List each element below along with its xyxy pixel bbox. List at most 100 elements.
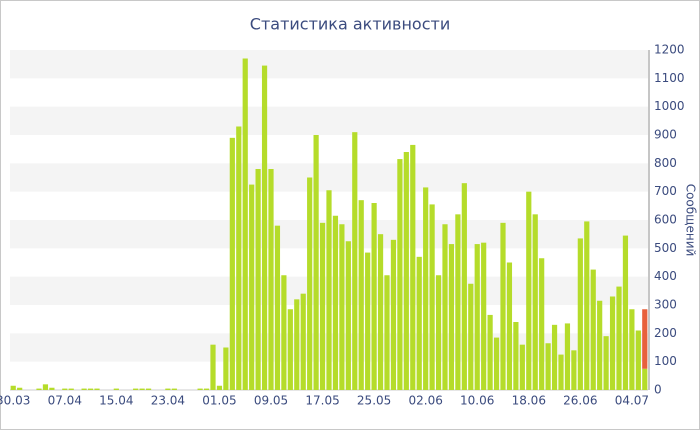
bar — [210, 344, 216, 390]
bar — [319, 222, 326, 390]
bar — [461, 183, 467, 390]
bar — [442, 224, 448, 390]
bar — [17, 387, 23, 390]
bar — [642, 368, 648, 390]
bar — [642, 309, 648, 369]
bar — [62, 388, 68, 390]
bar — [539, 258, 545, 390]
bar — [326, 190, 332, 390]
x-tick-label: 30.03 — [0, 394, 30, 408]
bar — [609, 296, 616, 390]
bar — [384, 275, 390, 390]
chart-title: Статистика активности — [250, 15, 450, 34]
bar — [287, 309, 293, 390]
bar — [133, 388, 139, 390]
y-tick-label: 900 — [654, 128, 677, 142]
bar — [236, 126, 242, 390]
bar — [281, 275, 287, 390]
bar — [448, 244, 455, 390]
bar — [294, 299, 300, 390]
bar — [261, 65, 268, 390]
x-tick-label: 26.06 — [563, 394, 597, 408]
bar — [255, 169, 261, 390]
bar — [345, 241, 351, 390]
bar — [474, 244, 480, 390]
bar — [410, 144, 416, 390]
bar — [590, 269, 596, 390]
bar — [36, 388, 42, 390]
bar — [145, 388, 152, 390]
x-tick-label: 01.05 — [202, 394, 236, 408]
bar — [203, 388, 210, 390]
bar — [435, 275, 442, 390]
x-tick-label: 15.04 — [99, 394, 133, 408]
bar — [171, 388, 177, 390]
y-tick-label: 1100 — [654, 71, 685, 85]
y-tick-label: 500 — [654, 241, 677, 255]
bar — [519, 344, 525, 390]
bar — [506, 262, 513, 390]
bar — [481, 242, 487, 390]
bar — [500, 222, 506, 390]
bar — [371, 203, 377, 390]
bar — [10, 385, 16, 390]
bar — [429, 204, 435, 390]
y-tick-label: 600 — [654, 213, 677, 227]
bar — [49, 387, 55, 390]
bar — [597, 300, 603, 390]
bar — [229, 137, 235, 390]
bar — [223, 347, 229, 390]
bar — [94, 388, 100, 390]
y-tick-label: 800 — [654, 156, 677, 170]
grid-band — [10, 163, 648, 192]
bar — [313, 135, 319, 390]
bar — [455, 214, 461, 390]
bar — [423, 187, 429, 390]
grid-band — [10, 106, 648, 135]
bar — [165, 388, 171, 390]
bar — [622, 235, 629, 390]
bar — [87, 388, 94, 390]
bar — [113, 388, 119, 390]
bar — [42, 384, 49, 390]
x-tick-label: 09.05 — [254, 394, 288, 408]
x-tick-label: 10.06 — [460, 394, 494, 408]
y-tick-label: 100 — [654, 354, 677, 368]
bar — [68, 388, 74, 390]
bar — [216, 385, 223, 390]
bar — [603, 336, 609, 390]
x-tick-label: 23.04 — [151, 394, 185, 408]
bar — [584, 221, 590, 390]
bar — [571, 350, 577, 390]
bar — [339, 224, 345, 390]
x-tick-label: 18.06 — [512, 394, 546, 408]
bar — [197, 388, 203, 390]
y-axis-title: Сообщений — [684, 184, 698, 257]
x-tick-label: 17.05 — [305, 394, 339, 408]
bar — [397, 159, 403, 390]
y-tick-label: 1000 — [654, 99, 685, 113]
bar — [416, 256, 422, 390]
bar — [300, 293, 306, 390]
y-tick-label: 700 — [654, 184, 677, 198]
y-tick-label: 200 — [654, 326, 677, 340]
grid-band — [10, 50, 648, 79]
x-tick-label: 02.06 — [408, 394, 442, 408]
bar — [558, 354, 564, 390]
y-tick-label: 0 — [654, 383, 662, 397]
bar — [468, 283, 474, 390]
bar — [307, 177, 313, 390]
x-tick-label: 04.07 — [615, 394, 649, 408]
bar — [358, 200, 364, 390]
x-tick-label: 25.05 — [357, 394, 391, 408]
bar — [616, 286, 622, 390]
y-tick-label: 300 — [654, 298, 677, 312]
bar — [564, 323, 571, 390]
bar — [526, 191, 532, 390]
bar — [249, 184, 255, 390]
bar — [377, 234, 384, 390]
bar — [513, 322, 519, 390]
bar — [551, 324, 558, 390]
